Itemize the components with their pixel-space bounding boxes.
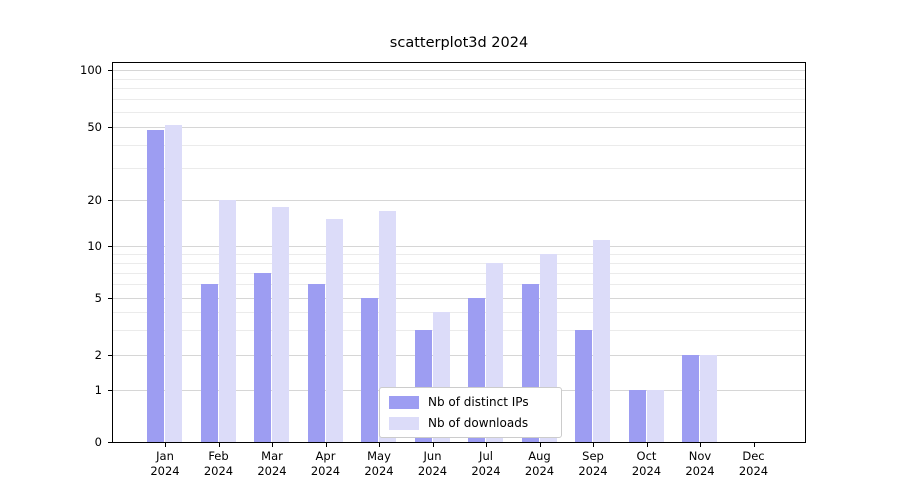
y-minor-gridline xyxy=(113,262,805,264)
x-tick-mark xyxy=(646,443,648,447)
y-minor-gridline xyxy=(113,311,805,313)
x-tick-mark xyxy=(753,443,755,447)
x-axis-tick-label: Sep 2024 xyxy=(578,449,608,478)
y-minor-gridline xyxy=(113,167,805,169)
x-axis-tick-label: May 2024 xyxy=(364,449,394,478)
y-gridline xyxy=(113,355,805,356)
y-axis-tick-label: 10 xyxy=(87,239,102,253)
x-axis-tick-label: Jan 2024 xyxy=(150,449,180,478)
bar-downloads xyxy=(325,219,343,442)
y-tick-mark xyxy=(108,442,112,443)
x-axis-tick-label: Feb 2024 xyxy=(203,449,234,478)
bar-distinct-ips xyxy=(307,284,325,442)
x-tick-mark xyxy=(218,443,220,447)
bar-distinct-ips xyxy=(254,272,271,442)
y-axis-tick-label: 1 xyxy=(94,383,102,397)
x-tick-mark xyxy=(379,443,380,447)
legend-swatch-downloads xyxy=(389,416,419,430)
x-tick-mark xyxy=(432,443,434,447)
y-minor-gridline xyxy=(113,99,805,101)
y-minor-gridline xyxy=(113,284,805,286)
y-axis-tick-label: 2 xyxy=(94,348,102,362)
bar-downloads xyxy=(272,206,289,442)
y-tick-mark xyxy=(108,127,112,128)
x-axis-tick-label: Mar 2024 xyxy=(257,449,287,478)
x-axis-tick-label: Nov 2024 xyxy=(685,449,715,478)
x-tick-mark xyxy=(165,443,166,447)
bar-downloads xyxy=(165,125,182,442)
y-minor-gridline xyxy=(113,88,805,90)
y-minor-gridline xyxy=(113,253,805,255)
x-tick-mark xyxy=(272,443,273,447)
y-gridline xyxy=(113,246,805,247)
bar-distinct-ips xyxy=(628,390,646,442)
plot-area: Nb of distinct IPs Nb of downloads xyxy=(112,62,806,443)
y-minor-gridline xyxy=(113,329,805,331)
bar-distinct-ips xyxy=(361,298,378,442)
y-tick-mark xyxy=(108,246,112,247)
y-tick-mark xyxy=(108,390,112,391)
y-minor-gridline xyxy=(113,78,805,80)
y-axis-tick-label: 50 xyxy=(87,120,102,134)
bar-distinct-ips xyxy=(200,284,218,442)
x-tick-mark xyxy=(593,443,594,447)
y-axis-tick-label: 100 xyxy=(80,63,102,77)
x-axis-tick-label: Aug 2024 xyxy=(524,449,555,478)
x-axis-tick-label: Oct 2024 xyxy=(631,449,662,478)
y-axis-tick-label: 20 xyxy=(87,193,102,207)
x-axis-tick-label: Dec 2024 xyxy=(738,449,769,478)
y-tick-mark xyxy=(108,70,112,71)
bar-distinct-ips xyxy=(575,329,592,442)
legend-swatch-distinct-ips xyxy=(389,395,419,409)
x-axis-tick-label: Apr 2024 xyxy=(310,449,341,478)
y-minor-gridline xyxy=(113,144,805,146)
legend-item-distinct-ips: Nb of distinct IPs xyxy=(389,395,549,409)
y-tick-mark xyxy=(108,355,112,356)
bar-downloads xyxy=(700,355,717,442)
bar-distinct-ips xyxy=(147,130,164,442)
bar-downloads xyxy=(379,210,396,442)
y-tick-mark xyxy=(108,298,112,299)
legend-label-distinct-ips: Nb of distinct IPs xyxy=(428,395,529,409)
y-axis-tick-label: 5 xyxy=(94,291,102,305)
chart-title: scatterplot3d 2024 xyxy=(389,35,529,51)
y-gridline xyxy=(113,298,805,299)
y-gridline xyxy=(113,127,805,128)
y-minor-gridline xyxy=(113,272,805,274)
y-gridline xyxy=(113,200,805,201)
bar-downloads xyxy=(218,200,236,442)
bar-downloads xyxy=(646,390,664,442)
x-tick-mark xyxy=(700,443,701,447)
x-tick-mark xyxy=(539,443,541,447)
x-axis-tick-label: Jun 2024 xyxy=(417,449,448,478)
legend-label-downloads: Nb of downloads xyxy=(428,416,529,430)
bar-distinct-ips xyxy=(682,355,699,442)
y-minor-gridline xyxy=(113,112,805,113)
legend-item-downloads: Nb of downloads xyxy=(389,416,549,430)
x-tick-mark xyxy=(486,443,487,447)
x-tick-mark xyxy=(325,443,327,447)
y-axis-tick-label: 0 xyxy=(94,435,102,449)
legend: Nb of distinct IPs Nb of downloads xyxy=(379,387,562,438)
y-gridline xyxy=(113,70,805,71)
x-axis-tick-label: Jul 2024 xyxy=(471,449,501,478)
bar-downloads xyxy=(593,239,610,442)
y-tick-mark xyxy=(108,200,112,201)
